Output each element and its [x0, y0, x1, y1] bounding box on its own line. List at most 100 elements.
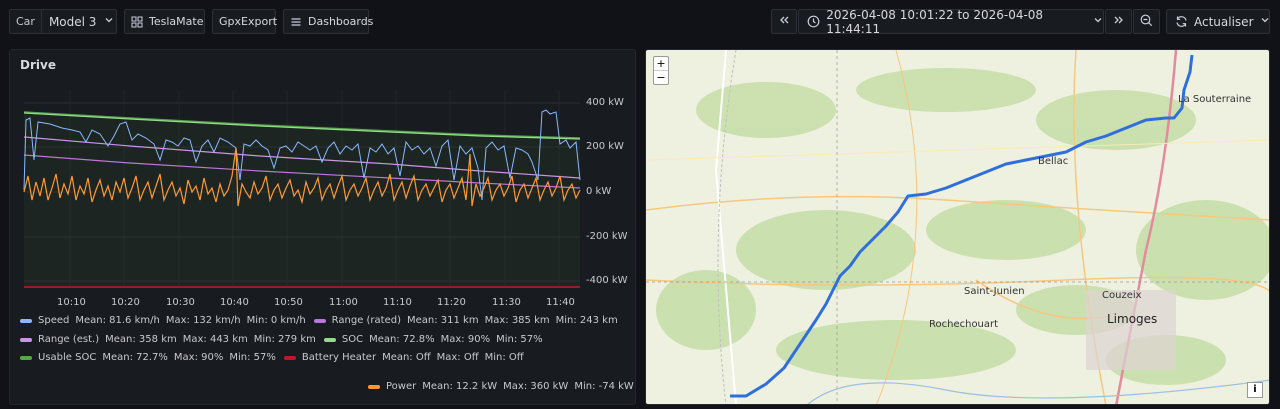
map-label-saint-junien: Saint-Junien: [964, 286, 1025, 297]
x-tick: 10:40: [220, 297, 249, 308]
legend-mean: Mean: 311 km: [407, 315, 479, 326]
grid-lines: [24, 90, 580, 288]
legend-item-battery-heater[interactable]: Battery Heater Mean: Off Max: Off Min: O…: [283, 352, 524, 363]
x-tick: 11:30: [492, 297, 521, 308]
legend-min: Min: 279 km: [253, 334, 316, 345]
y-tick-200: 200 kW: [586, 141, 624, 152]
map-attribution-info-button[interactable]: i: [1247, 382, 1263, 398]
drive-chart: [23, 90, 581, 288]
legend-item-speed[interactable]: Speed Mean: 81.6 km/h Max: 132 km/h Min:…: [20, 315, 306, 326]
legend-row: Usable SOC Mean: 72.7% Max: 90% Min: 57%…: [20, 352, 532, 363]
legend-max: Max: 443 km: [182, 334, 248, 345]
legend-swatch: [283, 355, 296, 360]
x-tick: 10:30: [166, 297, 195, 308]
legend-item-power[interactable]: Power Mean: 12.2 kW Max: 360 kW Min: -74…: [368, 381, 634, 392]
map-label-bellac: Bellac: [1038, 156, 1069, 167]
drive-panel: Drive 400 kW 200 kW 0 kW -200: [9, 49, 636, 405]
top-toolbar: Car Model 3 TeslaMate GpxExport Dashboar…: [0, 0, 1280, 44]
legend-name: Range (rated): [331, 315, 401, 326]
series-power-line: [23, 147, 581, 207]
dashboards-link-label: Dashboards: [308, 15, 374, 28]
legend-swatch: [368, 384, 380, 389]
map-panel[interactable]: + − La Souterraine Bellac Saint-Junien R…: [645, 49, 1270, 405]
legend-max: Max: 360 kW: [503, 381, 569, 392]
time-range-picker[interactable]: 2026-04-08 10:01:22 to 2026-04-08 11:44:…: [798, 7, 1104, 36]
legend-max: Max: Off: [436, 352, 479, 363]
legend-mean: Mean: 72.7%: [102, 352, 168, 363]
chevron-down-icon: [1260, 15, 1270, 28]
legend-mean: Mean: 12.2 kW: [422, 381, 498, 392]
legend-name: Range (est.): [38, 334, 100, 345]
map-zoom-out-button[interactable]: −: [656, 71, 666, 84]
legend-min: Min: -74 kW: [574, 381, 634, 392]
legend-item-soc[interactable]: SOC Mean: 72.8% Max: 90% Min: 57%: [323, 334, 543, 345]
legend-name: Usable SOC: [38, 352, 97, 363]
legend-swatch: [323, 337, 336, 342]
chevrons-left-icon: [778, 15, 790, 28]
legend-mean: Mean: 358 km: [105, 334, 177, 345]
y-tick-0: 0 kW: [586, 186, 612, 197]
x-tick: 11:10: [383, 297, 412, 308]
legend-max: Max: 90%: [173, 352, 224, 363]
legend-row: Speed Mean: 81.6 km/h Max: 132 km/h Min:…: [20, 315, 626, 326]
divider: [40, 10, 42, 33]
gpxexport-link-label: GpxExport: [219, 15, 278, 28]
legend-min: Min: 0 km/h: [246, 315, 306, 326]
car-variable-value: Model 3: [48, 14, 97, 29]
x-tick: 10:10: [57, 297, 86, 308]
chevrons-right-icon: [1113, 15, 1125, 28]
legend-name: Battery Heater: [301, 352, 377, 363]
legend-min: Min: 57%: [229, 352, 276, 363]
map-tiles: [646, 50, 1269, 404]
legend-row: Range (est.) Mean: 358 km Max: 443 km Mi…: [20, 334, 551, 345]
dashboards-link-button[interactable]: Dashboards: [283, 9, 373, 34]
legend-max: Max: 90%: [440, 334, 491, 345]
series-range-rated-line: [23, 154, 581, 189]
map-zoom-control: + −: [653, 56, 669, 85]
time-range-text: 2026-04-08 10:01:22 to 2026-04-08 11:44:…: [826, 7, 1044, 36]
car-variable-label: Car: [16, 15, 35, 28]
legend-mean: Mean: Off: [382, 352, 431, 363]
zoom-out-time-button[interactable]: [1133, 9, 1160, 34]
map-label-rochechouart: Rochechouart: [929, 319, 999, 330]
series-usable-soc-line: [23, 111, 581, 139]
legend-swatch: [20, 318, 32, 323]
zoom-out-icon: [1140, 14, 1153, 30]
legend-min: Min: Off: [484, 352, 524, 363]
chevron-down-icon: [1093, 15, 1103, 28]
legend-max: Max: 385 km: [484, 315, 550, 326]
x-tick: 11:20: [437, 297, 466, 308]
series-speed-line: [23, 109, 581, 201]
y-tick-neg200: -200 kW: [586, 231, 628, 242]
x-tick: 11:00: [329, 297, 358, 308]
time-shift-back-button[interactable]: [771, 9, 797, 34]
legend-name: SOC: [341, 334, 364, 345]
teslamate-link-button[interactable]: TeslaMate: [124, 9, 205, 34]
apps-grid-icon: [131, 15, 143, 29]
legend-item-range-rated[interactable]: Range (rated) Mean: 311 km Max: 385 km M…: [313, 315, 618, 326]
legend-mean: Mean: 81.6 km/h: [75, 315, 160, 326]
y-tick-400: 400 kW: [586, 97, 624, 108]
legend-item-usable-soc[interactable]: Usable SOC Mean: 72.7% Max: 90% Min: 57%: [20, 352, 276, 363]
map-label-limoges: Limoges: [1107, 312, 1158, 326]
legend-item-range-est[interactable]: Range (est.) Mean: 358 km Max: 443 km Mi…: [20, 334, 316, 345]
legend-swatch: [20, 337, 32, 342]
legend-swatch: [20, 355, 32, 360]
refresh-button[interactable]: Actualiser: [1166, 9, 1270, 34]
legend-min: Min: 57%: [496, 334, 543, 345]
time-shift-forward-button[interactable]: [1105, 9, 1132, 34]
clock-icon: [807, 15, 820, 29]
legend-max: Max: 132 km/h: [165, 315, 241, 326]
x-tick: 10:20: [111, 297, 140, 308]
series-range-est-line: [23, 136, 581, 179]
car-variable-select[interactable]: Car Model 3: [9, 9, 117, 34]
legend-min: Min: 243 km: [555, 315, 618, 326]
gpxexport-link-button[interactable]: GpxExport: [212, 9, 277, 34]
map-zoom-in-button[interactable]: +: [654, 57, 668, 71]
legend-name: Speed: [38, 315, 70, 326]
y-tick-neg400: -400 kW: [586, 275, 628, 286]
chevron-down-icon: [104, 15, 114, 28]
drive-route-line: [730, 54, 1194, 398]
x-tick: 10:50: [274, 297, 303, 308]
limoges-urban-area: [1086, 290, 1176, 370]
